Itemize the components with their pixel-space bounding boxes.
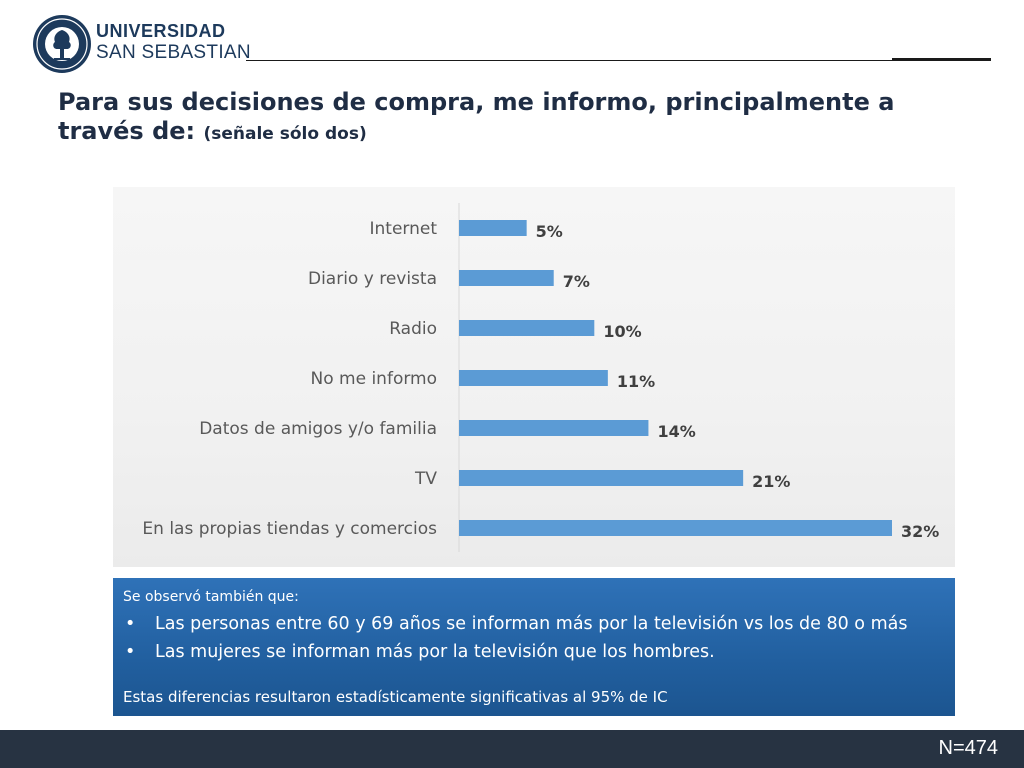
data-label: 32%	[901, 522, 939, 541]
bar	[459, 420, 649, 436]
slide-title-sub: (señale sólo dos)	[203, 124, 367, 144]
slide-title-main: Para sus decisiones de compra, me inform…	[58, 88, 895, 145]
bullet-icon: •	[125, 642, 136, 662]
category-label: TV	[414, 469, 437, 489]
university-name: UNIVERSIDAD SAN SEBASTIAN	[96, 22, 251, 62]
category-label: En las propias tiendas y comercios	[142, 519, 437, 539]
observations-intro: Se observó también que:	[123, 589, 299, 605]
slide-title: Para sus decisiones de compra, me inform…	[58, 88, 958, 149]
university-name-line2: SAN SEBASTIAN	[96, 42, 251, 63]
data-label: 10%	[603, 322, 641, 341]
data-label: 14%	[657, 422, 695, 441]
bar	[459, 470, 744, 486]
data-label: 7%	[563, 272, 590, 291]
bar-chart: Internet 5% Diario y revista 7% Radio 10% No m…	[142, 203, 939, 552]
university-seal-icon	[32, 14, 92, 74]
category-label: Datos de amigos y/o familia	[199, 419, 437, 439]
header-rule	[246, 60, 991, 61]
observation-item: • Las personas entre 60 y 69 años se inf…	[123, 610, 907, 638]
data-label: 11%	[617, 372, 655, 391]
observations-list: • Las personas entre 60 y 69 años se inf…	[123, 610, 907, 666]
bar	[459, 220, 527, 236]
university-name-line1: UNIVERSIDAD	[96, 21, 226, 41]
chart-panel: Internet 5% Diario y revista 7% Radio 10% No m…	[113, 187, 955, 567]
category-label: No me informo	[311, 369, 437, 389]
category-label: Diario y revista	[308, 269, 437, 289]
bar	[459, 370, 608, 386]
bullet-icon: •	[125, 614, 136, 634]
data-label: 21%	[752, 472, 790, 491]
bar	[459, 320, 595, 336]
header-rule-accent	[892, 58, 991, 61]
footer-bar: N=474	[0, 730, 1024, 768]
bar	[459, 520, 892, 536]
category-label: Radio	[389, 319, 437, 339]
observation-text: Las mujeres se informan más por la telev…	[155, 642, 715, 662]
significance-note: Estas diferencias resultaron estadística…	[123, 688, 668, 706]
sample-size-label: N=474	[938, 737, 999, 759]
observation-item: • Las mujeres se informan más por la tel…	[123, 638, 907, 666]
data-label: 5%	[536, 222, 563, 241]
observation-text: Las personas entre 60 y 69 años se infor…	[155, 614, 908, 634]
category-label: Internet	[369, 219, 437, 239]
bar	[459, 270, 554, 286]
observations-box: Se observó también que: • Las personas e…	[113, 578, 955, 716]
